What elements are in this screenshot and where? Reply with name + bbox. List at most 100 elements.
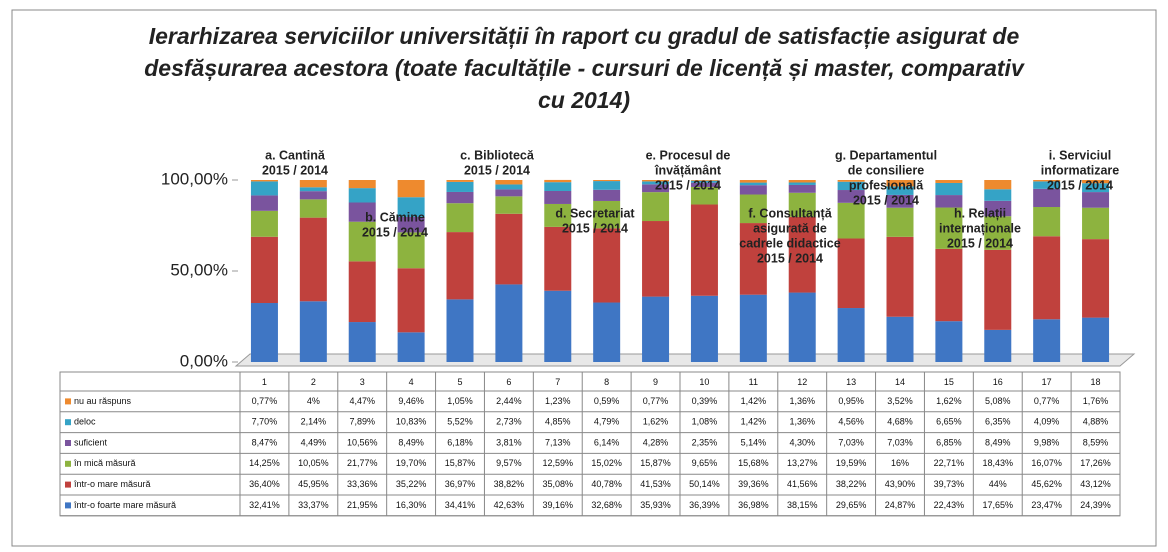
data-label: 33,37% xyxy=(298,500,329,510)
annotation: d. Secretariat xyxy=(555,206,635,220)
data-label: 9,57% xyxy=(496,458,522,468)
data-label: 9,98% xyxy=(1034,437,1060,447)
bar-segment xyxy=(739,182,767,186)
annotation: b. Cămine xyxy=(365,210,425,224)
data-label: 1,62% xyxy=(936,396,962,406)
bar-segment xyxy=(1082,183,1110,193)
annotation: 2015 / 2014 xyxy=(853,193,919,207)
bar-segment xyxy=(935,207,963,249)
data-label: 22,71% xyxy=(934,458,965,468)
data-label: 38,15% xyxy=(787,500,818,510)
bar-segment xyxy=(1082,317,1110,362)
data-label: 6,14% xyxy=(594,437,620,447)
bar-segment xyxy=(446,181,474,192)
bar-segment xyxy=(250,303,278,362)
data-label: 4,49% xyxy=(301,437,327,447)
x-tick-label: 9 xyxy=(653,377,658,387)
data-label: 36,40% xyxy=(249,479,280,489)
data-label: 41,53% xyxy=(640,479,671,489)
data-label: 0,77% xyxy=(252,396,278,406)
annotation: 2015 / 2014 xyxy=(757,251,823,265)
annotation: h. Relații xyxy=(954,206,1006,220)
data-label: 15,02% xyxy=(591,458,622,468)
bar-segment xyxy=(690,180,718,183)
bar-segment xyxy=(299,191,327,200)
bar-segment xyxy=(837,202,865,239)
bar-segment xyxy=(250,180,278,182)
bar-segment xyxy=(1033,207,1061,237)
bar-segment xyxy=(495,189,523,197)
bar-segment xyxy=(544,182,572,191)
data-label: 2,73% xyxy=(496,417,522,427)
bar-segment xyxy=(788,192,816,217)
data-label: 6,85% xyxy=(936,437,962,447)
bar-segment xyxy=(1082,192,1110,208)
data-label: 6,18% xyxy=(447,437,473,447)
data-label: 16% xyxy=(891,458,909,468)
x-tick-label: 17 xyxy=(1042,377,1052,387)
data-label: 5,08% xyxy=(985,396,1011,406)
bar-segment xyxy=(642,192,670,222)
bar-segment xyxy=(984,329,1012,362)
bar-segment xyxy=(446,180,474,182)
data-label: 9,46% xyxy=(398,396,424,406)
data-label: 15,87% xyxy=(640,458,671,468)
x-tick-label: 18 xyxy=(1091,377,1101,387)
data-label: 39,16% xyxy=(543,500,574,510)
x-tick-label: 13 xyxy=(846,377,856,387)
bar-segment xyxy=(788,182,816,185)
data-label: 19,70% xyxy=(396,458,427,468)
annotation: c. Bibliotecă xyxy=(460,148,535,162)
bar-segment xyxy=(593,181,621,190)
annotation: i. Serviciul xyxy=(1049,148,1112,162)
x-tick-label: 7 xyxy=(555,377,560,387)
annotation: a. Cantină xyxy=(265,148,326,162)
bar-segment xyxy=(593,228,621,303)
legend-label: suficient xyxy=(74,437,108,447)
bar-segment xyxy=(446,232,474,300)
data-label: 4% xyxy=(307,396,320,406)
data-label: 0,59% xyxy=(594,396,620,406)
bar-segment xyxy=(984,189,1012,201)
legend-label: deloc xyxy=(74,417,96,427)
annotation: de consiliere xyxy=(848,163,924,177)
bar-segment xyxy=(544,226,572,291)
bar-segment xyxy=(544,290,572,362)
data-label: 2,44% xyxy=(496,396,522,406)
bar-segment xyxy=(739,194,767,224)
data-label: 35,93% xyxy=(640,500,671,510)
bar-segment xyxy=(544,190,572,204)
data-label: 15,68% xyxy=(738,458,769,468)
bar-segment xyxy=(250,181,278,196)
data-label: 0,77% xyxy=(643,396,669,406)
bar-segment xyxy=(397,232,425,269)
bar-segment xyxy=(739,294,767,362)
data-label: 34,41% xyxy=(445,500,476,510)
bar-segment xyxy=(250,195,278,211)
data-label: 42,63% xyxy=(494,500,525,510)
annotation: 2015 / 2014 xyxy=(262,163,328,177)
bar-segment xyxy=(837,180,865,182)
bar-segment xyxy=(544,203,572,227)
bar-segment xyxy=(1082,239,1110,318)
data-label: 1,36% xyxy=(789,396,815,406)
bar-segment xyxy=(348,221,376,262)
data-label: 7,89% xyxy=(349,417,375,427)
bar-segment xyxy=(739,223,767,295)
data-label: 32,41% xyxy=(249,500,280,510)
bar-segment xyxy=(935,180,963,183)
data-label: 24,39% xyxy=(1080,500,1111,510)
data-label: 33,36% xyxy=(347,479,378,489)
data-label: 43,12% xyxy=(1080,479,1111,489)
bar-segment xyxy=(593,180,621,182)
bar-segment xyxy=(446,191,474,204)
x-tick-label: 15 xyxy=(944,377,954,387)
annotation: învățământ xyxy=(654,163,722,177)
x-tick-label: 16 xyxy=(993,377,1003,387)
bar-segment xyxy=(397,268,425,333)
annotation: asigurată de xyxy=(753,221,827,235)
data-label: 4,09% xyxy=(1034,417,1060,427)
data-label: 1,08% xyxy=(692,417,718,427)
bar-segment xyxy=(446,299,474,362)
